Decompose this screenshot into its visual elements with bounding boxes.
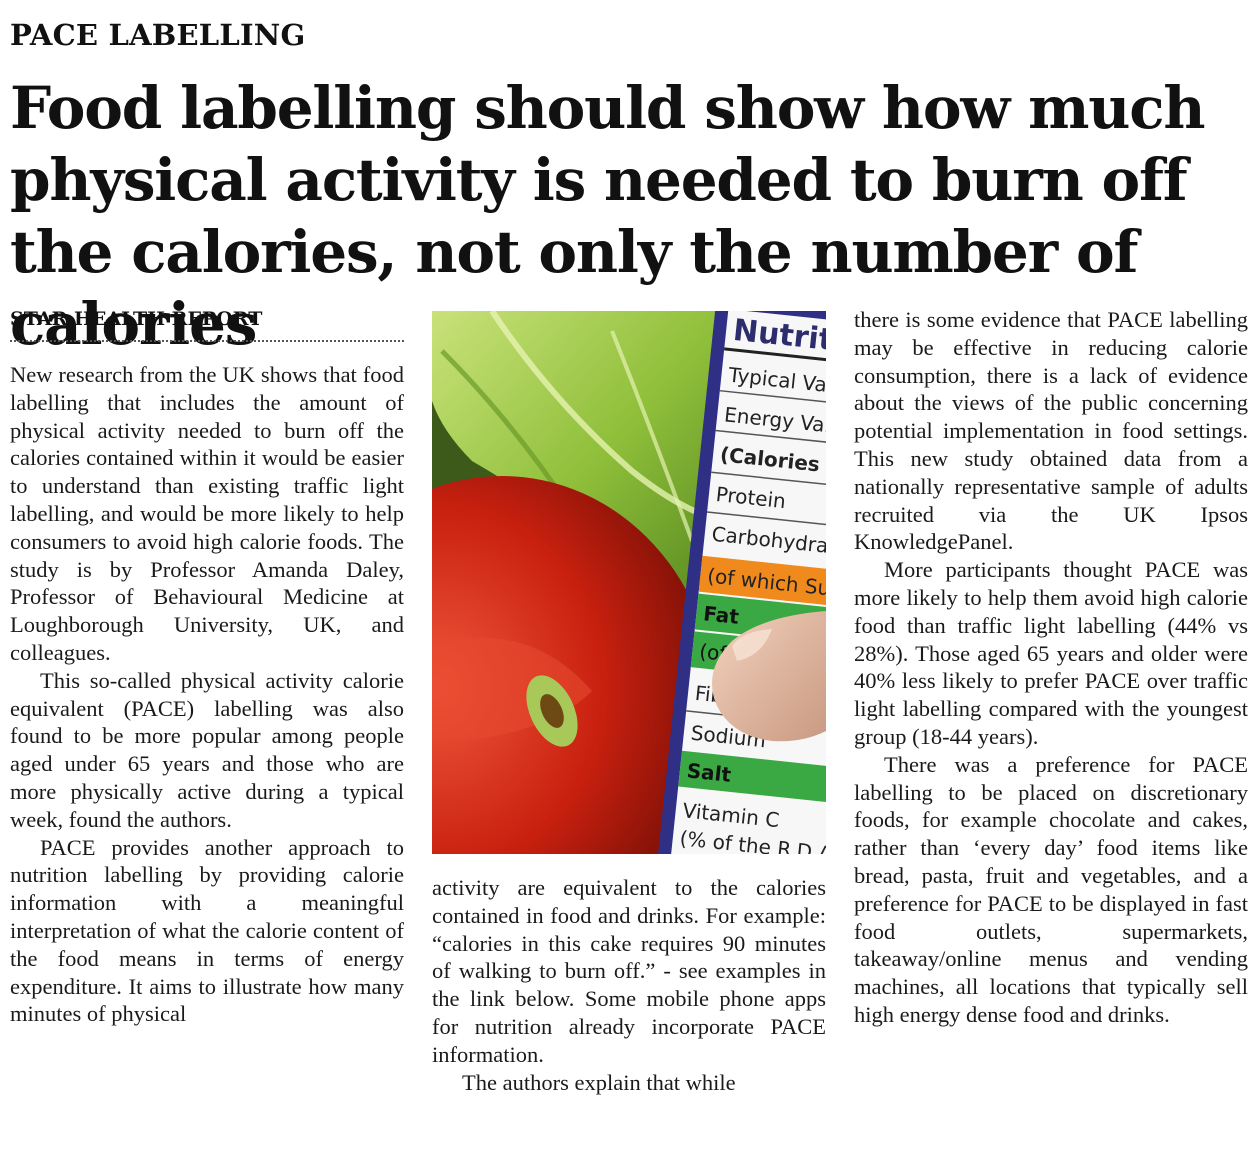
article-column-1: New research from the UK shows that food… [10,361,404,1141]
paragraph: The authors explain that while [462,1069,736,1095]
label-row: Salt [686,758,733,787]
section-kicker: PACE LABELLING [10,18,306,52]
headline: Food labelling should show how much phys… [10,74,1205,358]
article-column-3: there is some evidence that PACE labelli… [854,306,1248,1146]
byline: STAR HEALTH REPORT [10,308,404,342]
paragraph: More participants thought PACE was more … [854,557,1248,749]
article-column-2: activity are equivalent to the calories … [432,874,826,1144]
label-row: Fat [702,601,740,629]
paragraph: New research from the UK shows that food… [10,362,404,665]
paragraph: there is some evidence that PACE labelli… [854,307,1248,555]
nutrition-label-photo: Nutriti Typical Valu Energy Valu (Calori… [432,311,826,854]
paragraph: activity are equivalent to the calories … [432,875,826,1067]
paragraph: There was a preference for PACE labellin… [854,751,1248,1027]
paragraph: PACE provides another approach to nutrit… [10,834,404,1027]
paragraph: This so-called physical activity calorie… [10,667,404,832]
